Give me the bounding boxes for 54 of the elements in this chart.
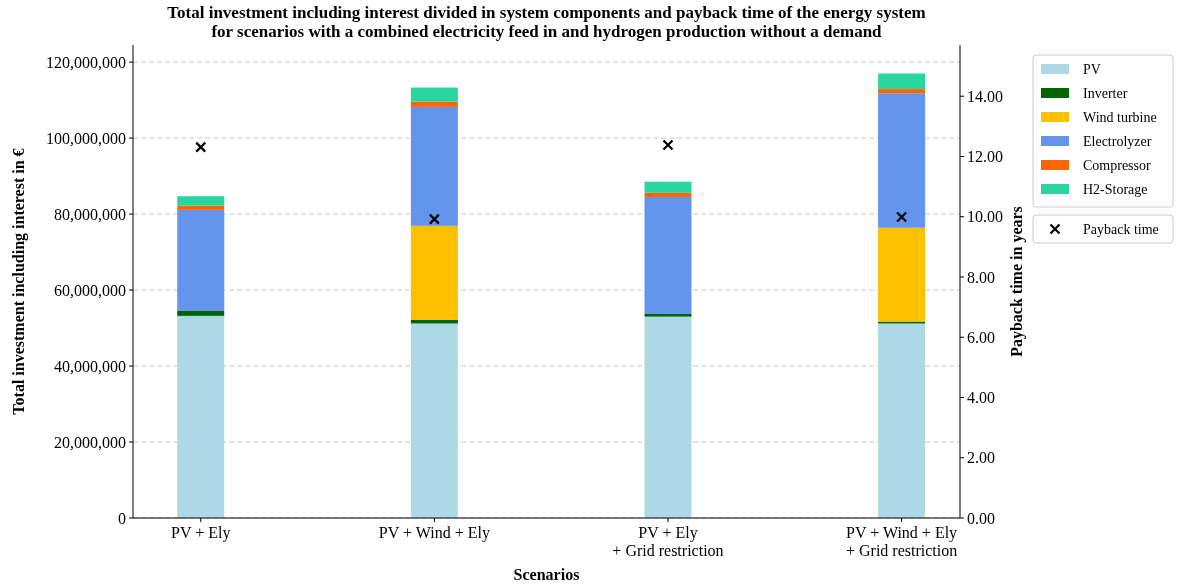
point bbox=[896, 211, 908, 223]
y-tick-label: 120,000,000 bbox=[46, 53, 126, 71]
y2-tick-label: 12.00 bbox=[967, 148, 1003, 166]
legend-label: Wind turbine bbox=[1083, 109, 1157, 125]
y2-tick-label: 2.00 bbox=[967, 449, 995, 467]
y2-tick-label: 8.00 bbox=[967, 268, 995, 286]
bar bbox=[644, 196, 692, 314]
bar bbox=[878, 89, 926, 94]
bar bbox=[410, 101, 458, 107]
bar bbox=[878, 93, 926, 228]
y-tick-label: 80,000,000 bbox=[54, 205, 126, 223]
legend-label: Compressor bbox=[1083, 157, 1151, 173]
x-tick-label: PV + Wind + Ely + Grid restriction bbox=[845, 524, 958, 559]
bar bbox=[644, 316, 692, 518]
y-tick-label: 100,000,000 bbox=[46, 129, 126, 147]
legend-label: PV bbox=[1083, 61, 1101, 77]
legend-label: H2-Storage bbox=[1083, 181, 1148, 197]
bar bbox=[878, 73, 926, 90]
x-tick-label: PV + Ely bbox=[171, 524, 231, 542]
bar bbox=[878, 323, 926, 518]
point bbox=[195, 141, 207, 153]
point bbox=[662, 139, 674, 151]
y2-tick-label: 10.00 bbox=[967, 208, 1003, 226]
bar bbox=[644, 192, 692, 197]
bar bbox=[410, 106, 458, 226]
bar bbox=[644, 181, 692, 193]
y2-tick-label: 14.00 bbox=[967, 87, 1003, 105]
y-tick-label: 20,000,000 bbox=[54, 433, 126, 451]
x-axis-title: Scenarios bbox=[513, 566, 580, 583]
bar bbox=[410, 225, 458, 320]
chart-title: Total investment including interest divided in system components and payback time of the energy system for scenarios with a combined electricity feed in and hydrogen production without a demand bbox=[167, 3, 926, 41]
y2-tick-label: 4.00 bbox=[967, 389, 995, 407]
y-tick-label: 60,000,000 bbox=[54, 281, 126, 299]
y-tick-label: 0 bbox=[118, 509, 126, 527]
y2-tick-label: 6.00 bbox=[967, 328, 995, 346]
bar bbox=[177, 196, 225, 206]
bar bbox=[878, 227, 926, 322]
y2-tick-label: 0.00 bbox=[967, 509, 995, 527]
x-tick-label: PV + Ely + Grid restriction bbox=[612, 524, 724, 559]
legend-label: Inverter bbox=[1083, 85, 1128, 101]
legend-label: Electrolyzer bbox=[1083, 133, 1152, 149]
bar bbox=[410, 87, 458, 102]
x-tick-label: PV + Wind + Ely bbox=[378, 524, 490, 542]
legend-label: Payback time bbox=[1083, 221, 1159, 237]
bar bbox=[177, 205, 225, 210]
y2-axis-title: Payback time in years bbox=[1008, 206, 1026, 357]
bar bbox=[177, 209, 225, 311]
y-tick-label: 40,000,000 bbox=[54, 357, 126, 375]
bar bbox=[177, 315, 225, 518]
bar bbox=[410, 323, 458, 518]
bar bbox=[177, 310, 225, 316]
y-axis-title: Total investment including interest in € bbox=[10, 148, 28, 415]
bar bbox=[644, 313, 692, 317]
point bbox=[428, 213, 440, 225]
